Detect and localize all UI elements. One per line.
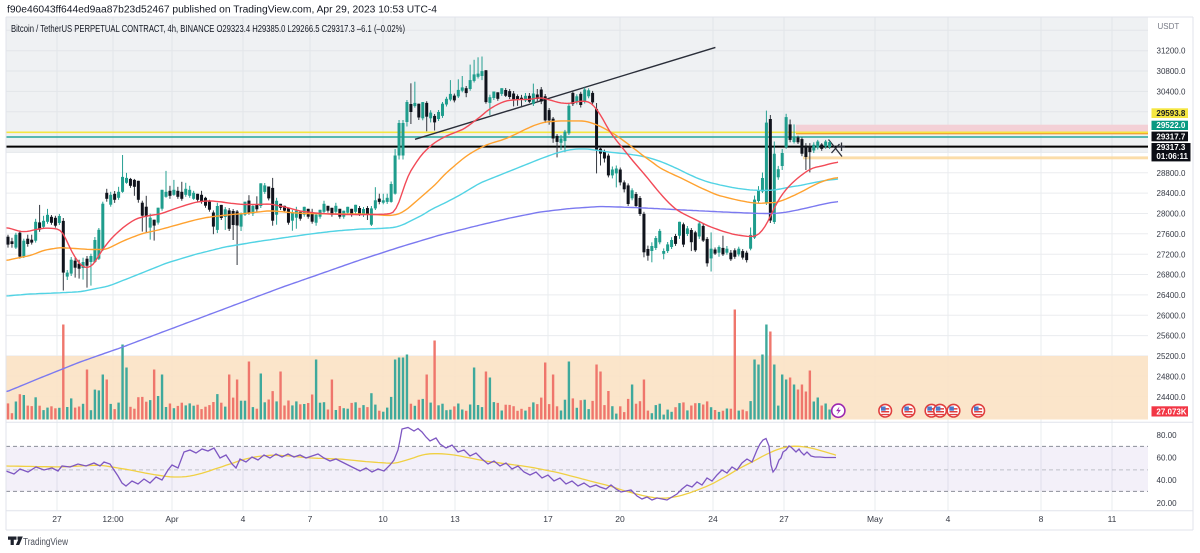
svg-text:Bitcoin / TetherUS PERPETUAL C: Bitcoin / TetherUS PERPETUAL CONTRACT, 4… [11, 24, 405, 35]
svg-text:29317.3: 29317.3 [1156, 143, 1185, 152]
svg-text:25600.0: 25600.0 [1157, 332, 1186, 341]
svg-text:29317.7: 29317.7 [1156, 132, 1185, 141]
svg-text:13: 13 [450, 514, 460, 524]
svg-text:11: 11 [1108, 514, 1117, 524]
svg-text:27600.0: 27600.0 [1157, 230, 1186, 239]
svg-text:24800.0: 24800.0 [1157, 372, 1186, 381]
svg-text:26800.0: 26800.0 [1157, 271, 1186, 280]
svg-text:29593.8: 29593.8 [1156, 109, 1185, 118]
svg-text:28000.0: 28000.0 [1157, 210, 1186, 219]
svg-text:28800.0: 28800.0 [1157, 169, 1186, 178]
svg-text:f90e46043ff644ed9aa87b23d52467: f90e46043ff644ed9aa87b23d52467 published… [7, 5, 437, 16]
svg-text:USDT: USDT [1158, 22, 1180, 31]
svg-text:10: 10 [378, 514, 388, 524]
svg-text:7: 7 [308, 514, 313, 524]
svg-text:29522.0: 29522.0 [1156, 121, 1185, 130]
svg-text:60.00: 60.00 [1157, 454, 1178, 463]
svg-text:TradingView: TradingView [23, 537, 69, 548]
svg-text:30400.0: 30400.0 [1157, 87, 1186, 96]
svg-text:27: 27 [52, 514, 62, 524]
svg-text:4: 4 [946, 514, 951, 524]
svg-text:25200.0: 25200.0 [1157, 352, 1186, 361]
svg-text:24400.0: 24400.0 [1157, 393, 1186, 402]
svg-text:27: 27 [779, 514, 789, 524]
svg-text:31200.0: 31200.0 [1157, 47, 1186, 56]
svg-text:24: 24 [708, 514, 718, 524]
svg-text:27200.0: 27200.0 [1157, 250, 1186, 259]
svg-text:01:06:11: 01:06:11 [1156, 152, 1188, 161]
svg-text:26400.0: 26400.0 [1157, 291, 1186, 300]
svg-text:80.00: 80.00 [1157, 431, 1178, 440]
svg-text:26000.0: 26000.0 [1157, 311, 1186, 320]
svg-text:20: 20 [615, 514, 625, 524]
svg-text:40.00: 40.00 [1157, 476, 1178, 485]
svg-text:May: May [867, 514, 884, 524]
svg-text:20.00: 20.00 [1157, 499, 1178, 508]
svg-text:Apr: Apr [165, 514, 178, 524]
svg-text:30800.0: 30800.0 [1157, 67, 1186, 76]
svg-text:8: 8 [1039, 514, 1044, 524]
svg-text:27.073K: 27.073K [1156, 407, 1186, 416]
svg-text:4: 4 [241, 514, 246, 524]
svg-text:17: 17 [543, 514, 553, 524]
svg-text:28400.0: 28400.0 [1157, 189, 1186, 198]
svg-text:12:00: 12:00 [102, 514, 124, 524]
